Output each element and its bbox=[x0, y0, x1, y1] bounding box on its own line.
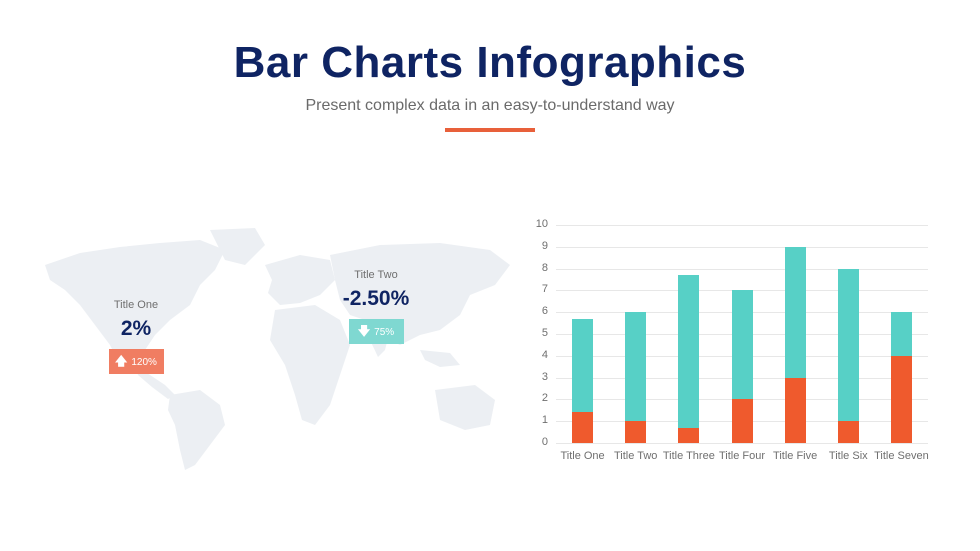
y-tick-label: 6 bbox=[541, 305, 548, 318]
gridline bbox=[556, 443, 928, 444]
bar-segment bbox=[731, 399, 753, 443]
bar-segment bbox=[572, 412, 594, 443]
y-tick-label: 0 bbox=[541, 436, 548, 448]
change-badge-up: 🡅 120% bbox=[108, 349, 164, 374]
stat-value: 2% bbox=[120, 317, 152, 340]
bar-segment bbox=[731, 290, 753, 400]
bar-segment bbox=[784, 377, 806, 443]
bar-segment bbox=[678, 275, 700, 428]
y-tick-label: 7 bbox=[541, 283, 548, 296]
page-subtitle: Present complex data in an easy-to-under… bbox=[305, 97, 675, 114]
x-tick-label: Title Five bbox=[773, 450, 818, 462]
x-tick-label: Title One bbox=[560, 450, 605, 462]
bar-segment bbox=[678, 427, 700, 443]
stat-label: Title One bbox=[113, 299, 159, 311]
y-tick-label: 2 bbox=[541, 392, 548, 405]
x-tick-label: Title Seven bbox=[874, 450, 929, 462]
y-tick-label: 10 bbox=[535, 218, 548, 230]
stacked-bar-chart: 0 1 2 3 4 5 6 7 8 9 10 Title One Title Two Title Thre… bbox=[530, 215, 940, 475]
gridline bbox=[556, 246, 928, 248]
x-tick-label: Title Two bbox=[614, 450, 658, 462]
bar-segment bbox=[890, 355, 912, 443]
accent-divider bbox=[445, 128, 535, 132]
world-map-icon bbox=[45, 228, 510, 470]
stat-title-one: Title One 2% 🡅 120% bbox=[96, 299, 176, 374]
bar-segment bbox=[572, 318, 594, 413]
y-tick-label: 9 bbox=[541, 239, 548, 252]
y-tick-label: 8 bbox=[541, 261, 548, 274]
y-tick-label: 1 bbox=[541, 414, 548, 427]
y-tick-label: 3 bbox=[541, 370, 548, 383]
bar-segment bbox=[625, 421, 647, 443]
x-tick-label: Title Six bbox=[828, 450, 868, 462]
stat-title-two: Title Two -2.50% 🡇 75% bbox=[326, 269, 426, 344]
change-badge-down: 🡇 75% bbox=[348, 319, 404, 344]
gridline bbox=[556, 225, 928, 226]
stat-label: Title Two bbox=[354, 269, 398, 281]
stat-value: -2.50% bbox=[342, 287, 410, 310]
x-tick-label: Title Three bbox=[662, 450, 715, 462]
bar-segment bbox=[784, 246, 806, 378]
y-tick-label: 5 bbox=[541, 327, 548, 339]
y-tick-label: 4 bbox=[541, 348, 548, 361]
bar-segment bbox=[625, 312, 647, 422]
bar-segment bbox=[837, 421, 859, 443]
badge-text: 120% bbox=[131, 357, 157, 368]
gridline bbox=[556, 268, 928, 270]
arrow-down-icon: 🡇 bbox=[357, 324, 371, 338]
bar-segment bbox=[890, 312, 912, 356]
x-tick-label: Title Four bbox=[718, 450, 766, 462]
page-title: Bar Charts Infographics bbox=[233, 38, 747, 87]
badge-text: 75% bbox=[374, 327, 395, 338]
bar-segment bbox=[837, 268, 859, 422]
arrow-up-icon: 🡅 bbox=[115, 354, 128, 368]
